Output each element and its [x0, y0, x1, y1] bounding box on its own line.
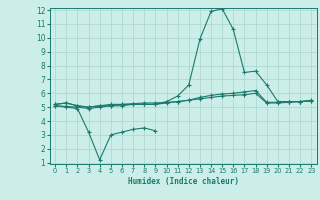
- X-axis label: Humidex (Indice chaleur): Humidex (Indice chaleur): [128, 177, 239, 186]
